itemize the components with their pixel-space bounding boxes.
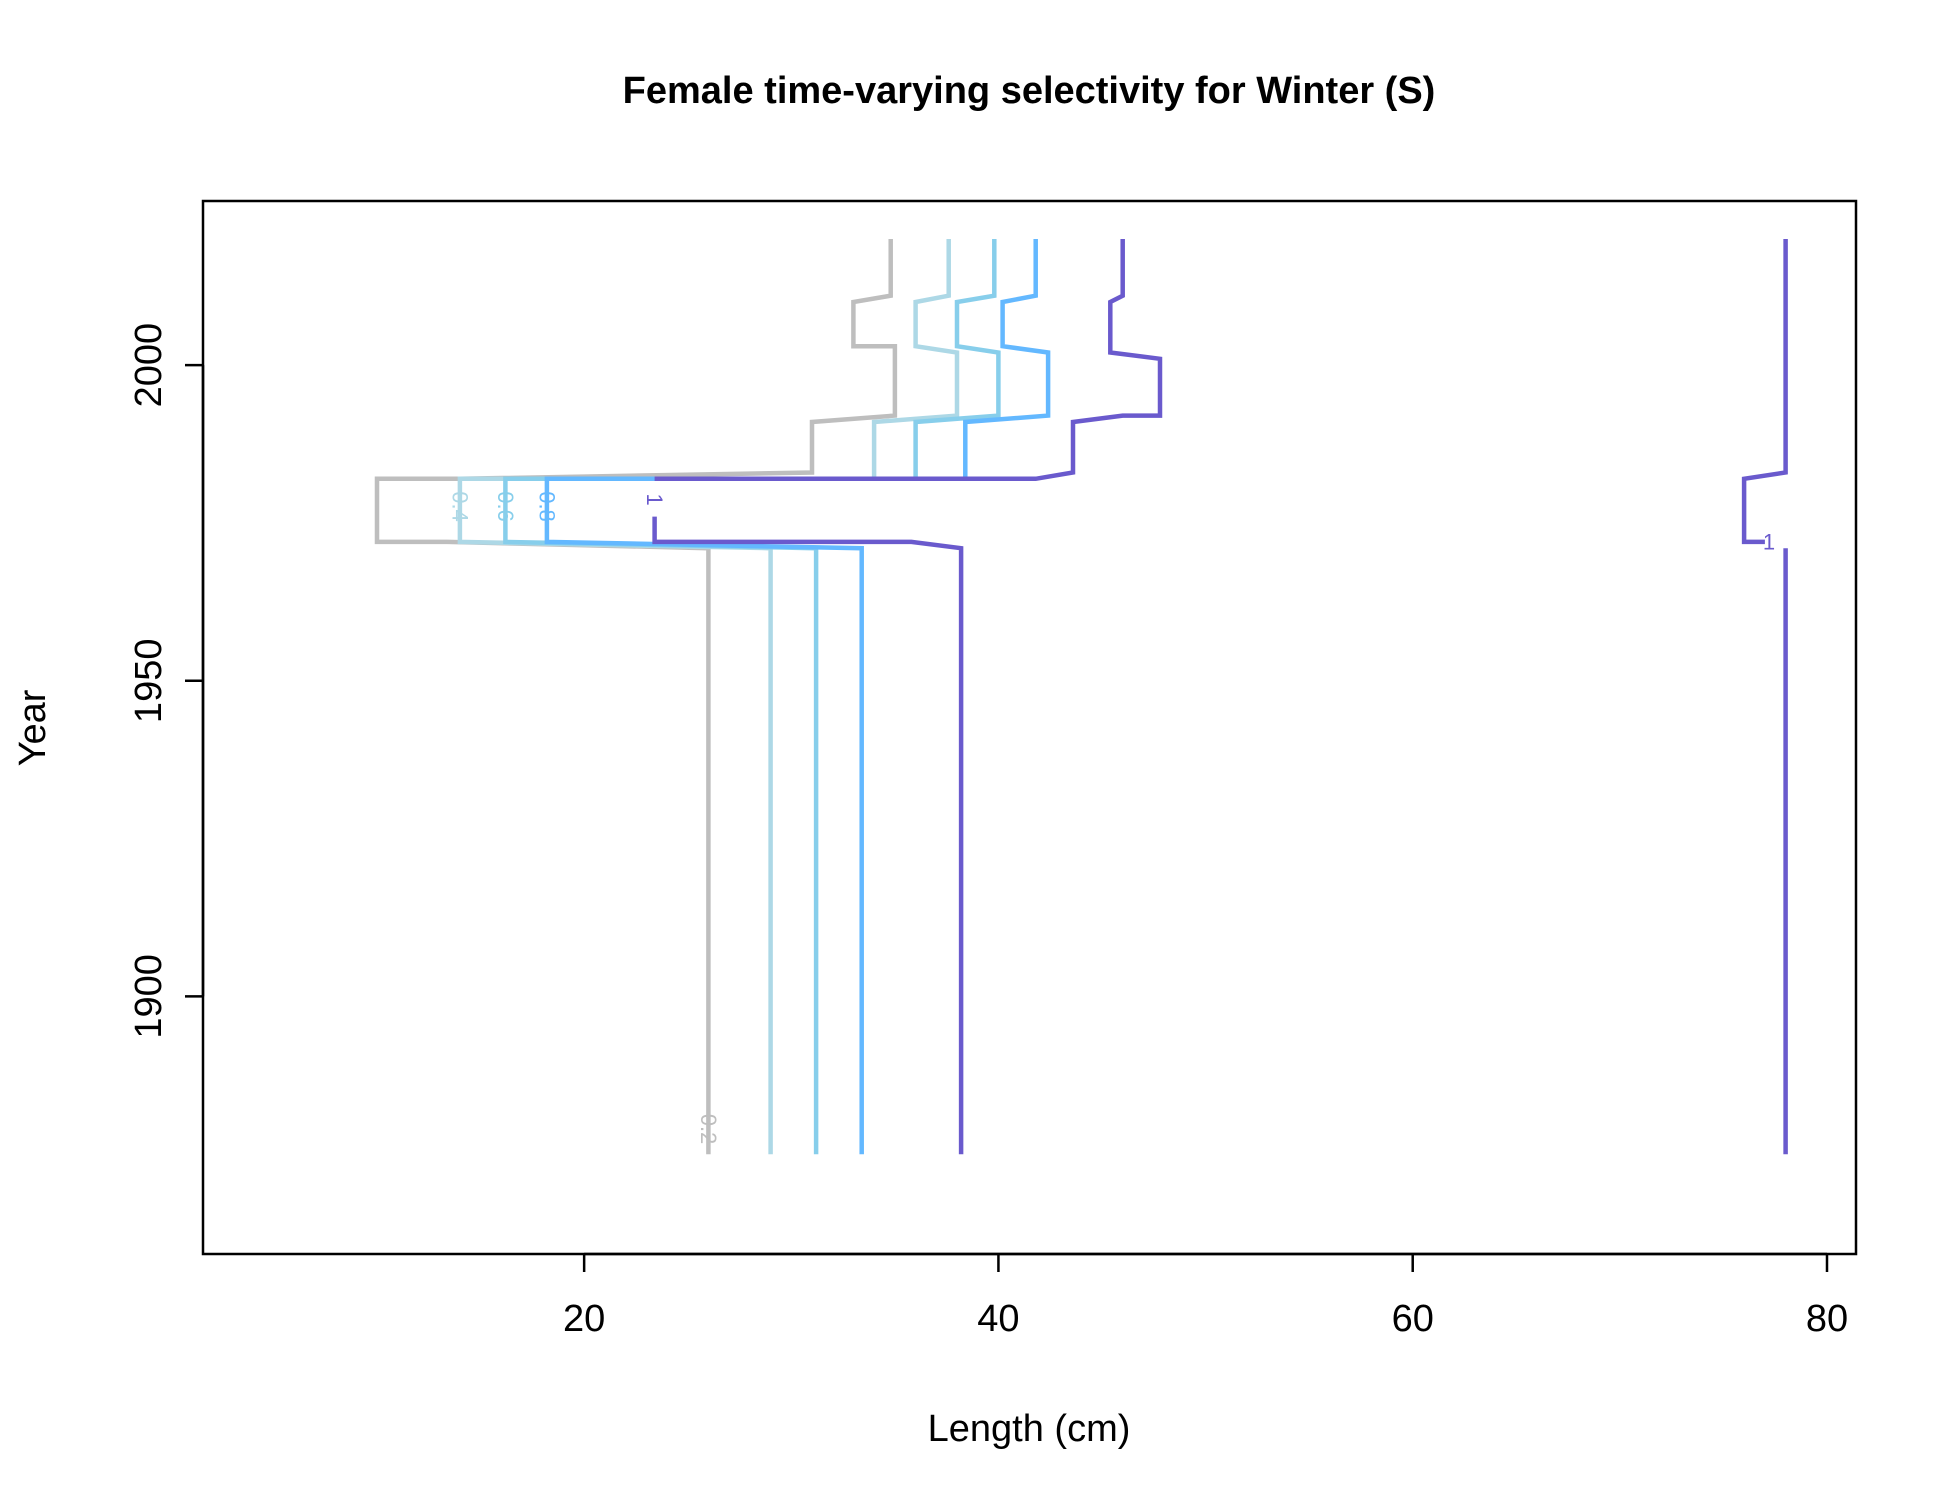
x-tick-label: 40 [977, 1298, 1019, 1340]
contour-label-0-4: 0.4 [447, 491, 472, 522]
contour-label-0-2: 0.2 [696, 1114, 721, 1145]
contour-line-1-seg-4 [652, 516, 964, 1155]
contour-line-0-8-seg-3 [544, 239, 1051, 1155]
contour-line-1-seg-5 [654, 239, 1163, 482]
contour-line-0-6-seg-2 [503, 239, 1001, 1155]
contour-line-0-2-seg-0 [374, 239, 898, 1155]
contour-label-1: 1 [642, 493, 667, 505]
contour-labels: 0.2 0.4 0.6 0.8 1 1 [447, 491, 1775, 1144]
contour-label-0-8: 0.8 [534, 491, 559, 522]
plot-frame [201, 199, 1858, 1256]
x-axis-label: Length (cm) [928, 1408, 1131, 1450]
contour-lines [374, 239, 1788, 1155]
y-axis: 1900 1950 2000 [128, 323, 205, 1039]
contour-label-1: 1 [1763, 529, 1775, 554]
x-tick-label: 20 [563, 1298, 605, 1340]
y-tick-label: 1950 [128, 639, 170, 724]
y-tick-label: 1900 [128, 954, 170, 1039]
chart-title: Female time-varying selectivity for Wint… [623, 70, 1436, 112]
y-axis-label: Year [12, 689, 54, 766]
contour-line-1-seg-7 [1741, 239, 1788, 545]
y-tick-label: 2000 [128, 323, 170, 408]
x-tick-label: 80 [1806, 1298, 1848, 1340]
x-tick-label: 60 [1392, 1298, 1434, 1340]
x-axis: 20 40 60 80 [563, 1252, 1848, 1340]
contour-label-0-6: 0.6 [493, 491, 518, 522]
